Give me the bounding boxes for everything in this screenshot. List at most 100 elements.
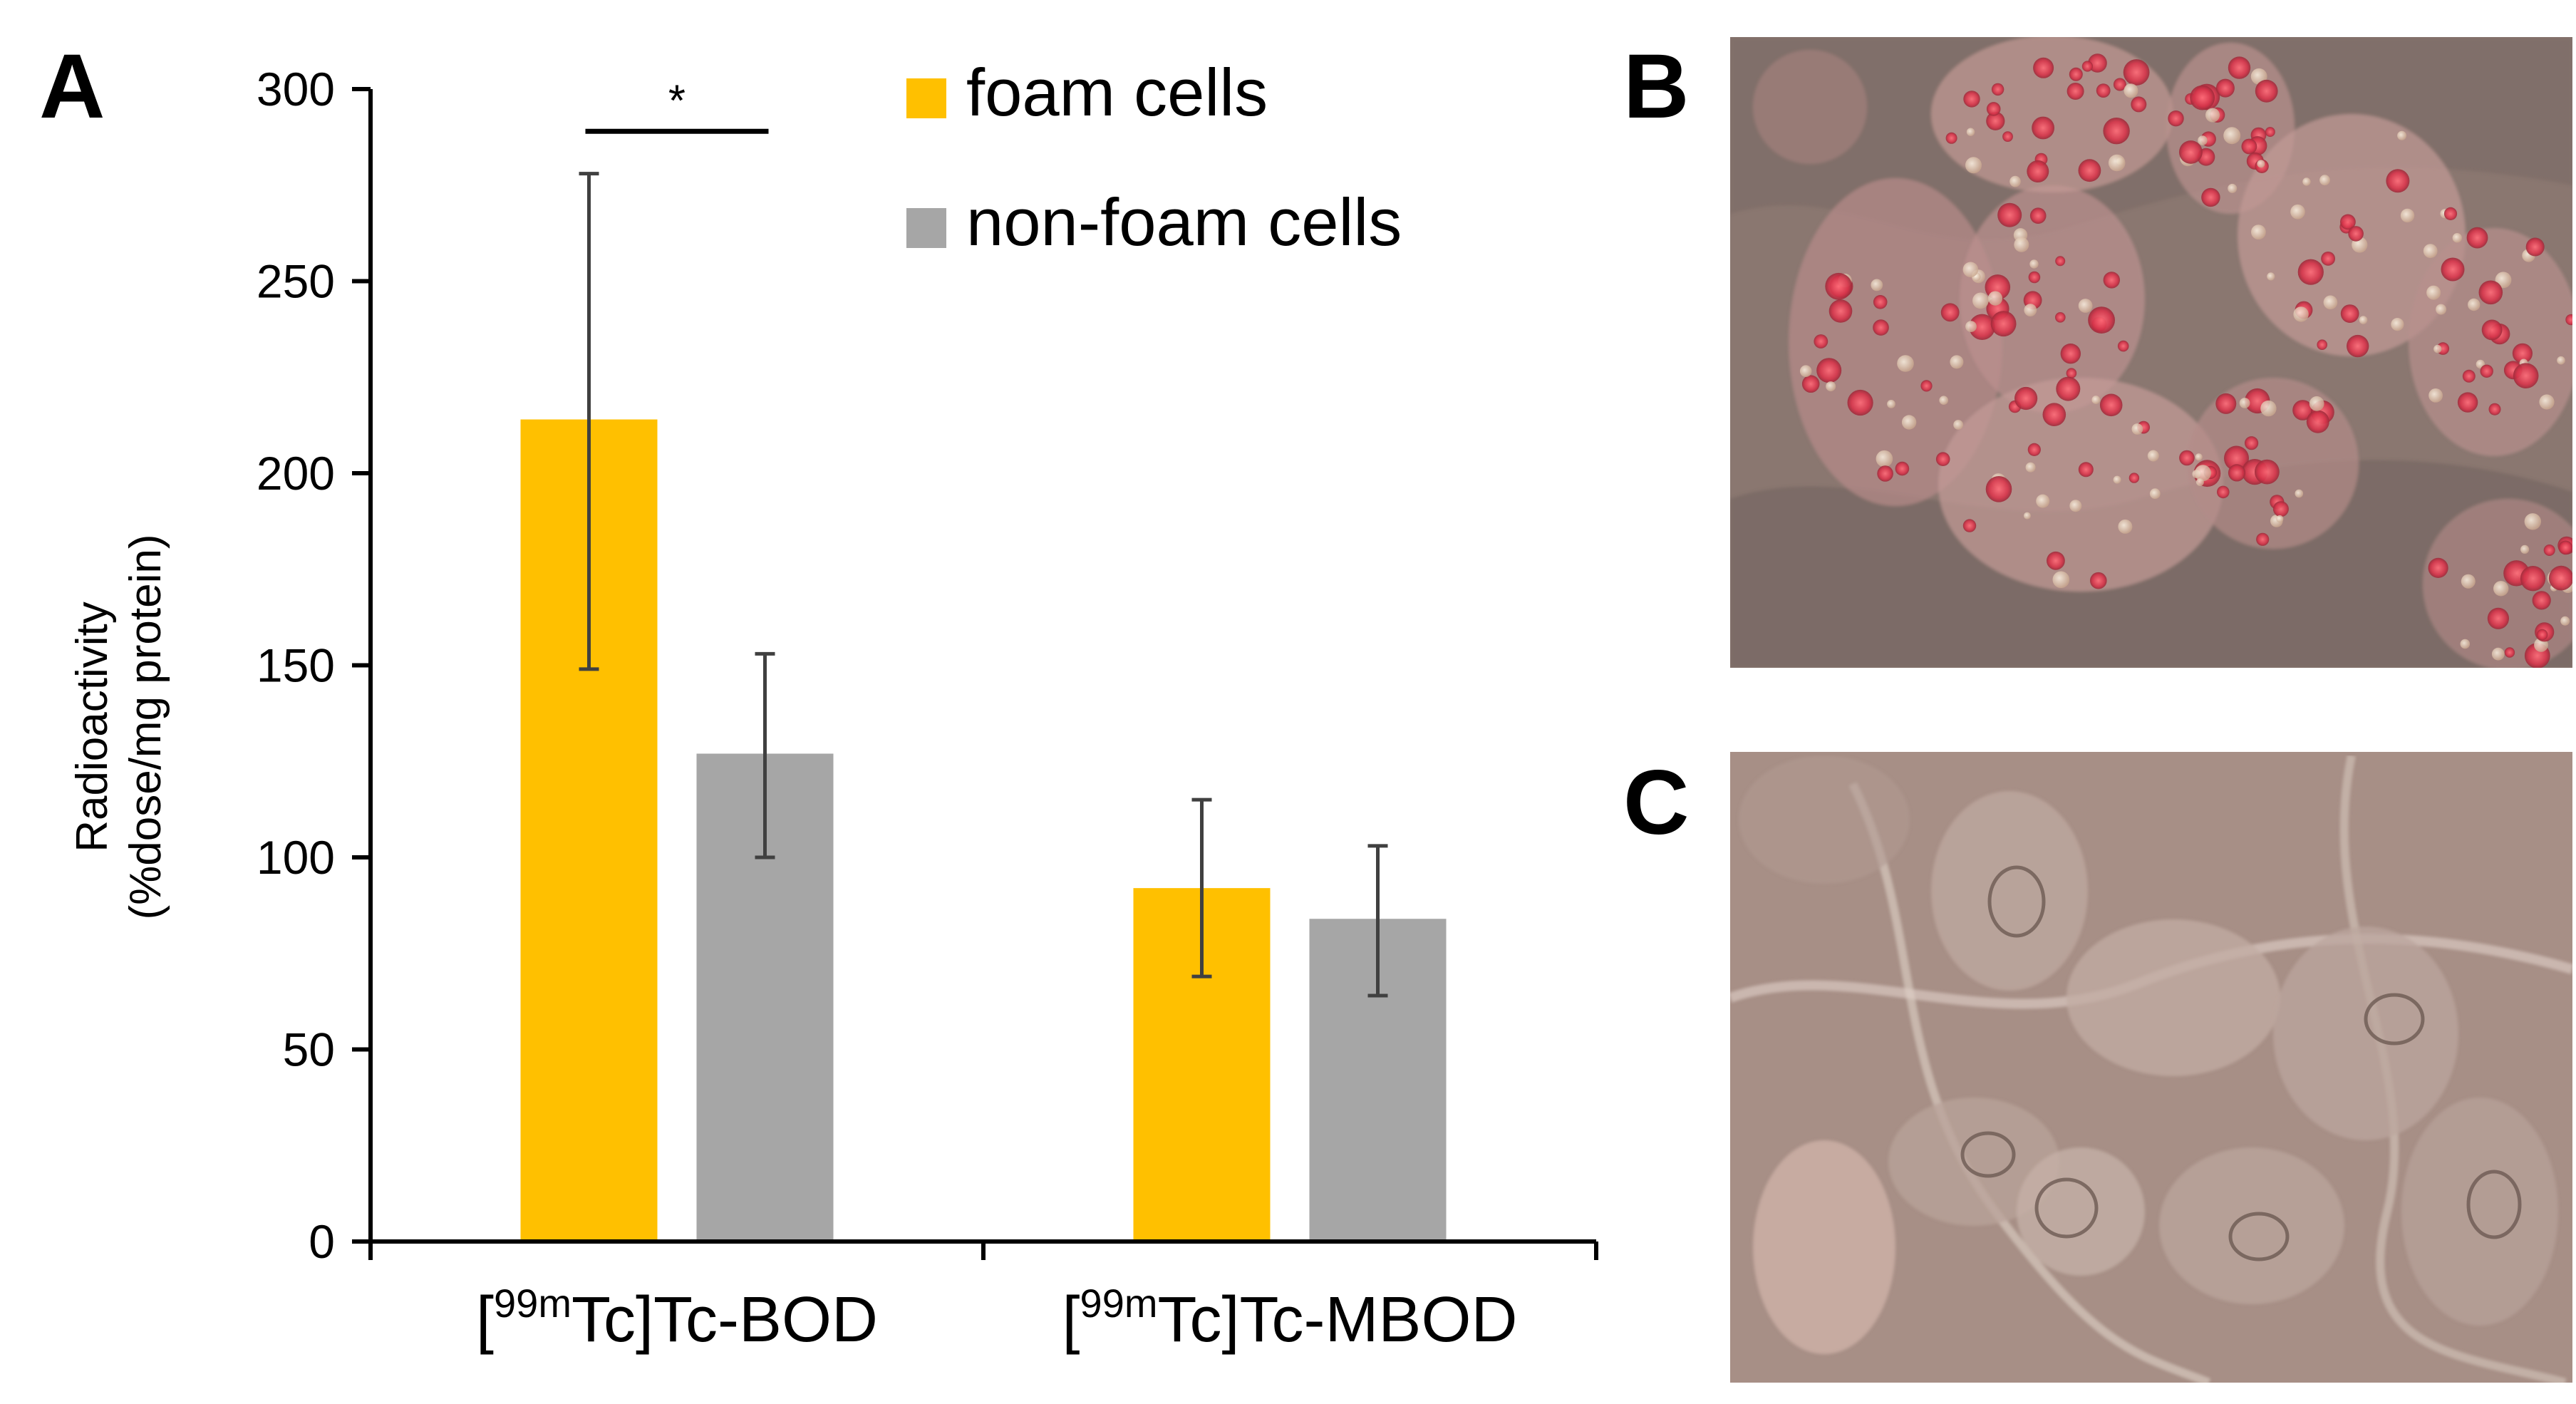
- lipid-droplet: [1950, 355, 1964, 369]
- lipid-droplet: [2276, 515, 2284, 523]
- lipid-droplet: [2024, 304, 2037, 316]
- lipid-droplet: [1965, 321, 1977, 332]
- lipid-droplet: [2055, 256, 2066, 267]
- lipid-droplet: [2557, 356, 2565, 365]
- lipid-droplet: [2195, 478, 2204, 486]
- panel-letter-b: B: [1623, 36, 1689, 138]
- lipid-droplet: [2179, 450, 2195, 466]
- lipid-droplet: [2099, 393, 2123, 417]
- lipid-droplet: [1962, 519, 1977, 532]
- lipid-droplet: [2317, 339, 2327, 351]
- lipid-droplet: [2088, 306, 2116, 334]
- lipid-droplet: [2168, 110, 2184, 127]
- lipid-droplet: [2565, 314, 2572, 326]
- lipid-droplet: [2272, 501, 2289, 517]
- lipid-droplet: [2069, 67, 2083, 81]
- lipid-droplet: [1986, 111, 2005, 130]
- lipid-droplet: [2428, 388, 2443, 403]
- lipid-droplet: [1873, 295, 1888, 309]
- lipid-droplet: [2400, 208, 2415, 223]
- lipid-droplet: [1962, 262, 1979, 278]
- lipid-droplet: [2468, 298, 2481, 311]
- lipid-droplet: [2319, 175, 2330, 186]
- lipid-droplet: [2460, 639, 2471, 649]
- lipid-droplet: [2548, 565, 2572, 591]
- lipid-droplet: [2090, 572, 2107, 589]
- lipid-droplet: [2532, 591, 2551, 610]
- lipid-droplet: [2241, 138, 2257, 155]
- lipid-droplet: [2124, 83, 2138, 98]
- lipid-droplet: [2478, 280, 2503, 305]
- lipid-droplet: [2002, 131, 2013, 143]
- lipid-droplet: [1997, 202, 2022, 227]
- lipid-droplet: [2452, 233, 2462, 243]
- lipid-droplet: [1963, 91, 1980, 108]
- lipid-droplet: [2536, 629, 2548, 641]
- lipid-droplet: [2078, 299, 2093, 313]
- lipid-droplet: [1935, 452, 1950, 466]
- lipid-droplet: [2493, 581, 2509, 597]
- lipid-droplet: [2078, 462, 2094, 478]
- lipid-droplet: [2255, 79, 2278, 103]
- lipid-droplets: [1799, 53, 2572, 668]
- lipid-droplet: [2029, 207, 2047, 224]
- lipid-droplet: [2426, 285, 2441, 300]
- lipid-droplet: [2321, 252, 2336, 266]
- lipid-droplet: [1871, 279, 1883, 291]
- lipid-droplet: [2481, 319, 2503, 341]
- lipid-droplet: [2023, 512, 2031, 520]
- lipid-droplet: [2245, 436, 2259, 450]
- lipid-droplet: [2292, 400, 2313, 420]
- lipid-droplet: [2386, 169, 2410, 193]
- lipid-droplet: [2217, 485, 2230, 499]
- lipid-droplet: [2480, 364, 2493, 378]
- lipid-droplet: [1990, 311, 2017, 337]
- lipid-droplet: [2513, 363, 2539, 388]
- lipid-droplet: [1987, 291, 2003, 306]
- lipid-droplet: [2290, 204, 2305, 220]
- lipid-droplet: [1939, 396, 1948, 405]
- lipid-droplet: [2014, 386, 2038, 411]
- lipid-droplet: [2055, 312, 2066, 323]
- lipid-droplet: [2228, 183, 2238, 193]
- lipid-droplet: [1887, 400, 1895, 408]
- lipid-droplet: [2103, 118, 2130, 145]
- error-bars: [579, 172, 1388, 998]
- lipid-droplet: [2487, 607, 2509, 629]
- lipid-droplet: [2060, 344, 2081, 364]
- lipid-droplet: [2265, 127, 2275, 138]
- lipid-droplet: [1897, 355, 1914, 372]
- bars: [520, 419, 1447, 1242]
- lipid-droplet: [2113, 475, 2121, 484]
- lipid-droplet: [2128, 473, 2140, 483]
- lipid-droplet: [1877, 465, 1893, 482]
- lipid-droplet: [2033, 57, 2054, 78]
- y-tick-label: 250: [257, 255, 335, 308]
- lipid-droplet: [2078, 159, 2101, 182]
- lipid-droplet: [1985, 476, 2012, 502]
- lipid-droplet: [2558, 540, 2572, 555]
- lipid-droplet: [2088, 53, 2107, 73]
- lipid-droplet: [2340, 214, 2356, 230]
- lipid-droplet: [2359, 316, 2368, 324]
- legend-swatch: [906, 208, 946, 248]
- lipid-droplet: [1945, 132, 1957, 144]
- lipid-droplet: [2108, 154, 2126, 172]
- lipid-droplet: [2027, 443, 2041, 457]
- lipid-droplet: [2293, 306, 2309, 322]
- lipid-droplet: [2014, 237, 2029, 252]
- legend-swatch: [906, 78, 946, 118]
- lipid-droplet: [1847, 389, 1873, 416]
- lipid-droplet: [2466, 227, 2488, 249]
- lipid-droplet: [2118, 519, 2133, 534]
- lipid-droplet: [2267, 272, 2275, 281]
- lipid-droplet: [2257, 160, 2265, 168]
- lipid-droplet: [2525, 237, 2545, 257]
- lipid-droplet: [2228, 464, 2246, 482]
- legend-label: non-foam cells: [966, 185, 1402, 259]
- lipid-droplet: [2539, 394, 2555, 410]
- lipid-droplet: [1814, 334, 1828, 349]
- lipid-droplet: [2560, 616, 2570, 626]
- lipid-droplet: [2091, 396, 2101, 404]
